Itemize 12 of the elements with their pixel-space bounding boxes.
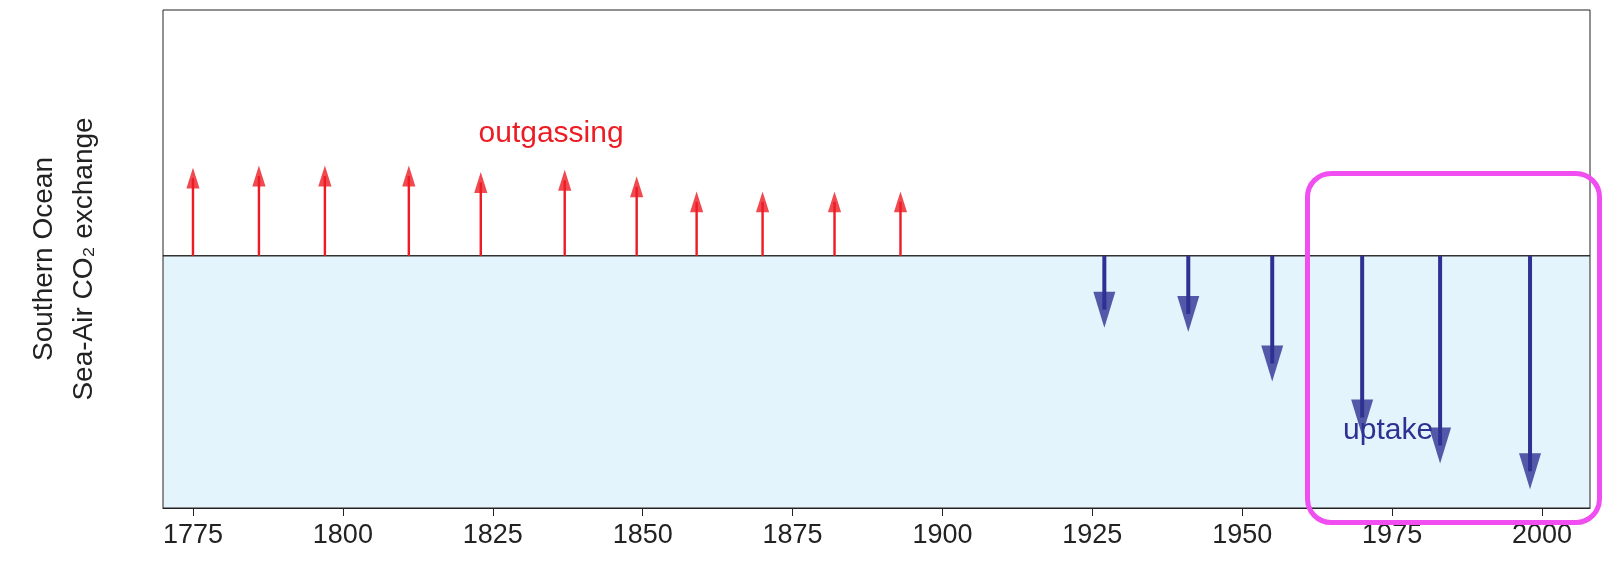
- x-tick-label: 1800: [312, 518, 373, 549]
- y-axis-title: Southern Ocean Sea-Air CO₂ exchange: [26, 117, 98, 401]
- x-tick-label: 1925: [1062, 518, 1123, 549]
- x-tick-label: 2000: [1511, 518, 1573, 549]
- x-tick-label: 1775: [162, 518, 224, 549]
- series-label: uptake: [1343, 411, 1434, 445]
- x-tick-label: 1825: [462, 518, 523, 549]
- x-tick-label: 1900: [912, 518, 973, 549]
- x-tick-label: 1875: [762, 518, 823, 549]
- x-tick-label: 1850: [612, 518, 673, 549]
- x-tick-label: 1950: [1212, 518, 1273, 549]
- series-label: outgassing: [478, 114, 624, 148]
